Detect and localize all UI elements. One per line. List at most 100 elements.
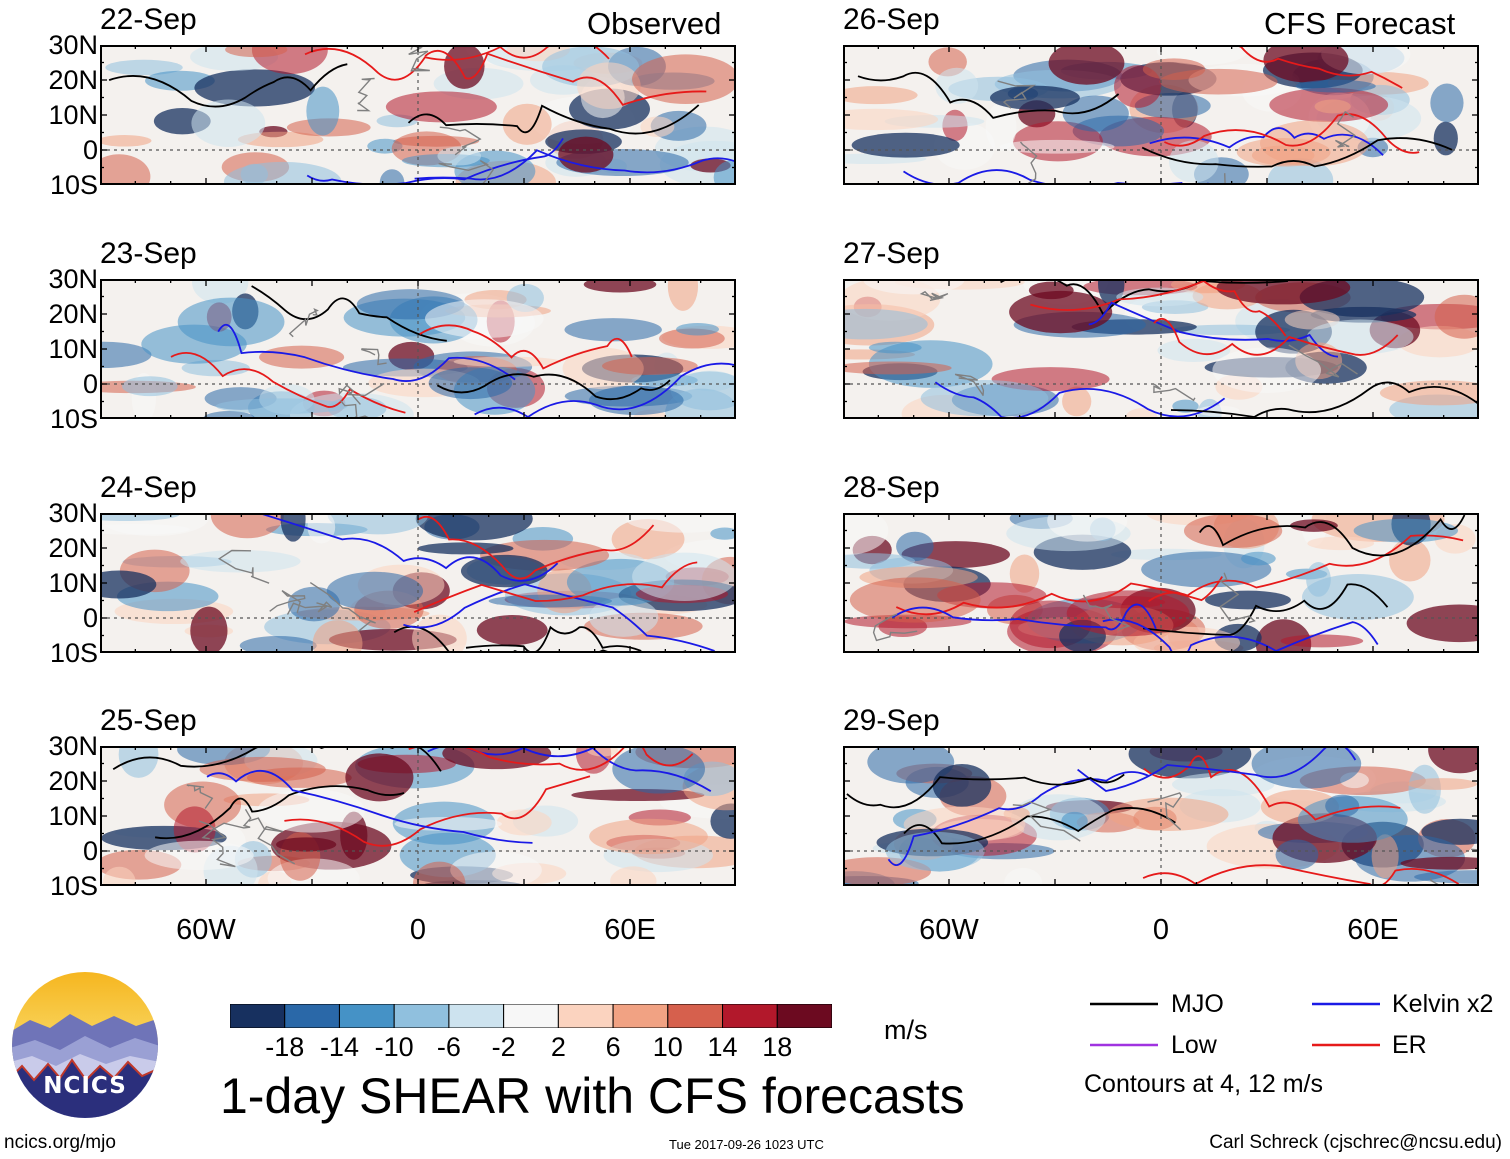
lat-label: 20N	[48, 65, 98, 95]
shear-blob	[1295, 79, 1376, 93]
colorbar-swatch	[503, 1003, 559, 1029]
panel-title: 25-Sep	[100, 704, 197, 737]
shear-blob	[180, 550, 301, 573]
shear-blob	[100, 135, 152, 147]
shear-blob	[558, 136, 614, 173]
shear-blob	[312, 620, 363, 653]
shear-blob	[203, 410, 256, 419]
shear-field	[100, 513, 736, 653]
ncics-logo: NCICS	[10, 970, 160, 1120]
shear-blob	[932, 764, 992, 807]
chart-title: 1-day SHEAR with CFS forecasts	[220, 1068, 965, 1124]
panel-title: 27-Sep	[843, 237, 940, 270]
shear-blob	[379, 169, 405, 185]
coastline	[919, 290, 949, 302]
shear-blob	[1241, 551, 1276, 566]
shear-blob	[118, 746, 159, 778]
map-panel	[843, 513, 1479, 653]
shear-blob	[843, 513, 889, 556]
shear-blob	[1434, 294, 1479, 339]
shear-blob	[576, 62, 641, 109]
shear-blob	[1280, 634, 1364, 648]
shear-blob	[1389, 538, 1431, 582]
coastline	[309, 582, 376, 632]
lat-label: 30N	[48, 731, 98, 761]
colorbar-swatch	[557, 1003, 614, 1029]
coastline	[1147, 792, 1183, 831]
lat-label: 0	[82, 836, 98, 866]
lat-label: 30N	[48, 30, 98, 60]
shear-blob	[1107, 797, 1229, 832]
shear-blob	[843, 361, 952, 375]
contour-line	[436, 373, 671, 401]
lon-label: 60E	[604, 914, 656, 946]
tick-marks	[100, 746, 736, 886]
shear-blob	[453, 356, 561, 367]
contour-line	[1030, 279, 1287, 337]
coastline	[269, 590, 306, 613]
shear-blob	[1433, 121, 1458, 156]
legend-er-label: ER	[1392, 1031, 1427, 1059]
shear-blob	[1066, 590, 1190, 637]
panel-title: 28-Sep	[843, 471, 940, 504]
contour-line	[419, 324, 633, 370]
shear-blob	[1325, 794, 1360, 818]
shear-blob	[100, 523, 190, 535]
legend-low-label: Low	[1171, 1031, 1217, 1059]
colorbar-tick-label: -6	[436, 1032, 461, 1062]
lat-label: 20N	[48, 533, 98, 563]
coastline	[217, 549, 270, 584]
contour-line	[1159, 45, 1403, 89]
shear-blob	[625, 513, 736, 533]
observed-label: Observed	[587, 6, 722, 41]
lat-label: 10S	[49, 404, 98, 434]
colorbar-tick-label: -14	[319, 1032, 359, 1062]
colorbar-swatch	[776, 1003, 833, 1029]
lat-label: 10S	[49, 871, 98, 901]
contour-line	[1142, 583, 1389, 636]
coastline	[198, 820, 236, 868]
shear-blob	[1428, 746, 1479, 774]
shear-blob	[460, 554, 548, 588]
contour-line	[108, 63, 348, 108]
shear-blob	[1062, 386, 1092, 417]
contour-line	[393, 625, 687, 653]
colorbar-tick-label: 14	[707, 1032, 738, 1062]
contour-line	[407, 104, 700, 135]
lat-label: 10N	[48, 568, 98, 598]
colorbar-tick-label: 2	[550, 1032, 566, 1062]
footer-url[interactable]: ncics.org/mjo	[4, 1132, 116, 1153]
shear-blob	[394, 816, 503, 831]
map-panel	[100, 45, 736, 185]
shear-blob	[327, 513, 429, 535]
shear-blob	[191, 99, 266, 147]
shear-blob	[1275, 839, 1319, 870]
panel-title: 23-Sep	[100, 237, 197, 270]
coastline	[338, 382, 385, 405]
shear-blob	[564, 318, 662, 342]
shear-blob	[122, 376, 178, 397]
shear-blob	[710, 803, 736, 839]
shear-blob	[1157, 338, 1231, 363]
coastline	[248, 817, 296, 865]
coastline	[438, 159, 495, 185]
colorbar-swatch	[722, 1003, 778, 1029]
shear-blob	[632, 54, 736, 104]
shear-blob	[199, 756, 326, 782]
contour-line	[1149, 127, 1384, 156]
lon-label: 0	[1152, 914, 1170, 946]
coastline	[1218, 572, 1256, 624]
shear-blob	[1212, 347, 1322, 393]
shear-blob	[326, 571, 424, 611]
contour-line	[1141, 137, 1453, 168]
shear-blob	[588, 385, 684, 415]
coastline	[288, 307, 319, 338]
shear-blob	[100, 513, 180, 522]
shear-blob	[896, 531, 934, 562]
shear-blob	[100, 570, 157, 599]
shear-blob	[1142, 58, 1206, 80]
coastline	[357, 77, 375, 112]
shear-blob	[1048, 45, 1125, 85]
footer-credit: Carl Schreck (cjschrec@ncsu.edu)	[1209, 1132, 1502, 1153]
coastline	[286, 601, 333, 615]
